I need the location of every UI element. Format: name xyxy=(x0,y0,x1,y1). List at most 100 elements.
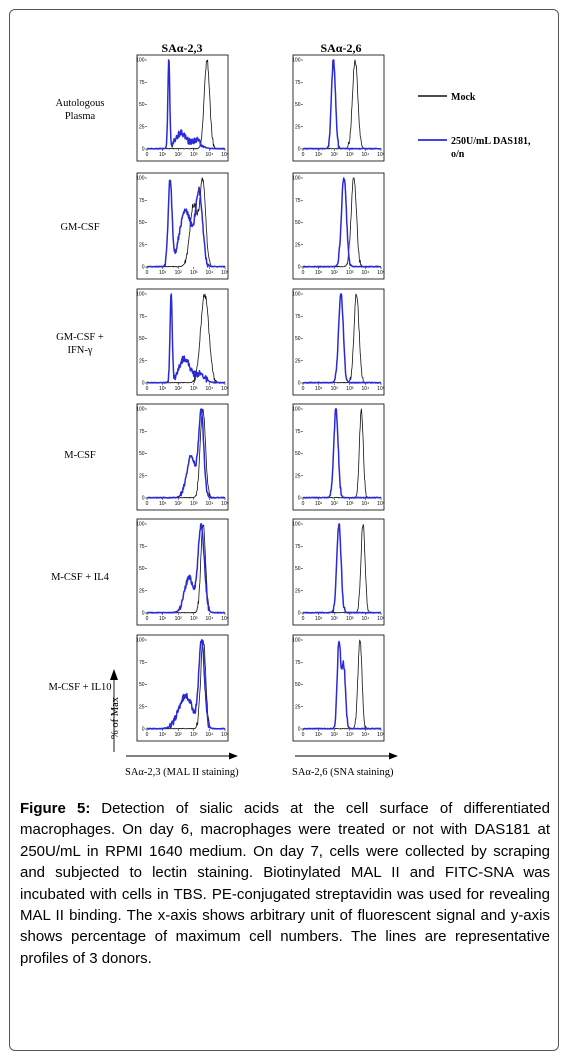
series-line-treated xyxy=(146,59,226,150)
x-tick-label: 10⁴ xyxy=(206,501,214,507)
caption-text: Detection of sialic acids at the cell su… xyxy=(20,800,550,967)
y-tick-label: 100 xyxy=(136,407,145,413)
panel-frame xyxy=(292,288,385,396)
row-labels: Autologous Plasma GM-CSF GM-CSF + IFN-γ … xyxy=(48,98,111,693)
x-tick-label: 10¹ xyxy=(159,501,167,507)
row-label-mcsf-il10: M-CSF + IL10 xyxy=(48,682,111,693)
histogram-panels: 0 25 50 75 100 0 10¹ 10² 10³ 10⁴ 10⁵ 0 25 50 75 100 0 10¹… xyxy=(136,54,385,742)
x-tick-label: 10¹ xyxy=(315,616,323,622)
x-tick-label: 10¹ xyxy=(315,386,323,392)
x-tick-label: 10³ xyxy=(190,152,198,158)
x-tick-label: 10⁴ xyxy=(362,386,370,392)
row-label-mcsf-il4: M-CSF + IL4 xyxy=(51,572,110,583)
row-label-autologous-line2: Plasma xyxy=(65,111,96,122)
x-tick-label: 10¹ xyxy=(159,270,167,276)
panel-frame xyxy=(136,54,229,162)
y-tick-label: 100 xyxy=(136,176,145,182)
y-tick-label: 25 xyxy=(295,358,301,364)
x-tick-label: 10⁴ xyxy=(206,616,214,622)
y-tick-label: 75 xyxy=(139,314,145,320)
y-tick-label: 0 xyxy=(298,611,301,617)
y-tick-label: 50 xyxy=(139,102,145,108)
y-tick-label: 50 xyxy=(139,566,145,572)
x-tick-label: 10² xyxy=(331,616,339,622)
x-tick-label: 10² xyxy=(175,732,183,738)
x-tick-label: 10⁵ xyxy=(377,501,385,507)
x-tick-label: 10⁴ xyxy=(206,386,214,392)
x-tick-label: 0 xyxy=(302,386,305,392)
series-line-treated xyxy=(302,523,382,614)
y-axis-label: % of Max xyxy=(110,696,121,739)
histogram-panel: 0 25 50 75 100 0 10¹ 10² 10³ 10⁴ 10⁵ xyxy=(136,288,229,396)
y-tick-label: 50 xyxy=(139,220,145,226)
y-tick-label: 50 xyxy=(295,566,301,572)
x-tick-label: 10⁴ xyxy=(362,732,370,738)
y-tick-label: 50 xyxy=(295,682,301,688)
x-tick-label: 10³ xyxy=(190,732,198,738)
y-tick-label: 0 xyxy=(298,265,301,271)
y-tick-label: 25 xyxy=(295,704,301,710)
x-tick-label: 0 xyxy=(302,152,305,158)
series-line-mock xyxy=(146,177,226,268)
y-tick-label: 75 xyxy=(295,80,301,86)
y-tick-label: 0 xyxy=(142,147,145,153)
x-tick-label: 10¹ xyxy=(159,152,167,158)
y-tick-label: 50 xyxy=(139,682,145,688)
y-tick-label: 0 xyxy=(142,496,145,502)
series-line-treated xyxy=(146,523,226,614)
x-tick-label: 10³ xyxy=(346,501,354,507)
panel-frame xyxy=(136,403,229,511)
legend-label-treated-line2: o/n xyxy=(451,149,465,160)
y-tick-label: 50 xyxy=(139,336,145,342)
histogram-panel: 0 25 50 75 100 0 10¹ 10² 10³ 10⁴ 10⁵ xyxy=(136,172,229,280)
x-tick-label: 0 xyxy=(302,501,305,507)
y-tick-label: 75 xyxy=(295,660,301,666)
column-title-sa23: SAα-2,3 xyxy=(161,41,202,55)
y-tick-label: 75 xyxy=(139,429,145,435)
x-tick-label: 10⁵ xyxy=(377,152,385,158)
x-tick-label: 10⁵ xyxy=(377,270,385,276)
panel-frame xyxy=(292,172,385,280)
x-tick-label: 10⁴ xyxy=(362,501,370,507)
y-tick-label: 25 xyxy=(295,473,301,479)
y-tick-label: 0 xyxy=(298,381,301,387)
x-tick-label: 10³ xyxy=(346,386,354,392)
y-tick-label: 75 xyxy=(295,429,301,435)
legend: Mock 250U/mL DAS181, o/n xyxy=(418,92,531,160)
series-line-treated xyxy=(302,59,382,150)
x-tick-label: 10⁵ xyxy=(221,732,229,738)
figure-frame xyxy=(9,9,559,1051)
row-label-gmcsf: GM-CSF xyxy=(60,222,99,233)
y-tick-label: 0 xyxy=(298,147,301,153)
y-tick-label: 75 xyxy=(139,80,145,86)
x-tick-label: 10² xyxy=(331,152,339,158)
histogram-panel: 0 25 50 75 100 0 10¹ 10² 10³ 10⁴ 10⁵ xyxy=(292,288,385,396)
series-line-treated xyxy=(146,293,226,384)
y-tick-label: 75 xyxy=(139,544,145,550)
y-tick-label: 25 xyxy=(139,473,145,479)
panel-frame xyxy=(136,518,229,626)
y-tick-label: 100 xyxy=(292,407,301,413)
y-tick-label: 50 xyxy=(295,102,301,108)
y-tick-label: 100 xyxy=(292,176,301,182)
y-tick-label: 75 xyxy=(295,314,301,320)
y-tick-label: 50 xyxy=(295,220,301,226)
series-line-treated xyxy=(146,639,226,730)
x-tick-label: 10¹ xyxy=(159,386,167,392)
series-line-mock xyxy=(146,408,226,499)
series-line-treated xyxy=(302,293,382,384)
y-tick-label: 75 xyxy=(139,660,145,666)
histogram-panel: 0 25 50 75 100 0 10¹ 10² 10³ 10⁴ 10⁵ xyxy=(136,634,229,742)
y-tick-label: 0 xyxy=(142,265,145,271)
series-line-mock xyxy=(146,293,226,384)
y-tick-label: 25 xyxy=(139,124,145,130)
x-tick-label: 0 xyxy=(146,732,149,738)
y-tick-label: 100 xyxy=(292,638,301,644)
legend-label-treated-line1: 250U/mL DAS181, xyxy=(451,136,531,147)
y-tick-label: 25 xyxy=(139,242,145,248)
x-tick-label: 10² xyxy=(175,386,183,392)
y-tick-label: 0 xyxy=(142,727,145,733)
x-tick-label: 10¹ xyxy=(315,270,323,276)
row-label-mcsf: M-CSF xyxy=(64,450,96,461)
figure-caption: Figure 5: Detection of sialic acids at t… xyxy=(20,798,550,969)
